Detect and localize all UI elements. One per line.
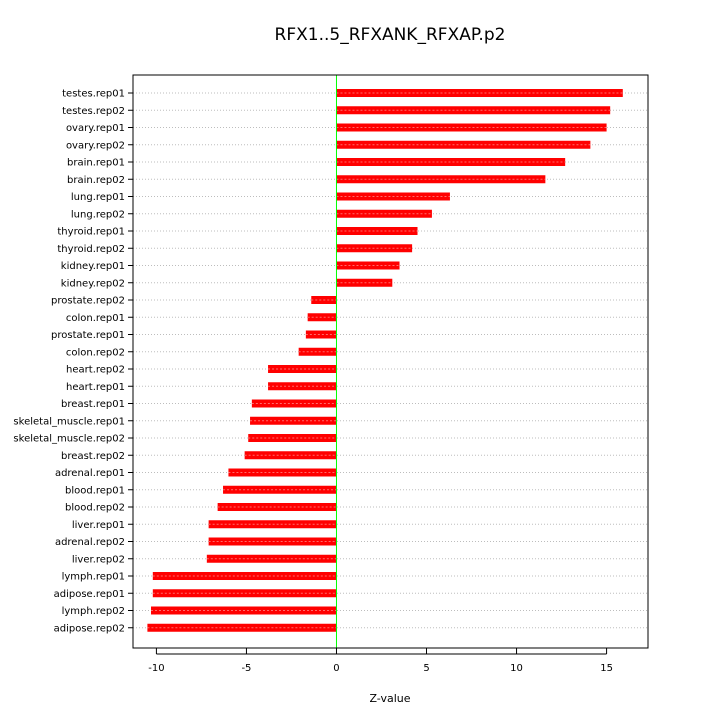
bar-adrenal.rep01 [228, 468, 337, 477]
bar-colon.rep01 [307, 313, 337, 322]
category-label: lymph.rep02 [62, 606, 125, 617]
category-label: thyroid.rep02 [57, 244, 125, 255]
category-label: ovary.rep02 [66, 140, 125, 151]
bar-adipose.rep01 [152, 589, 337, 598]
bar-brain.rep01 [336, 158, 566, 166]
x-axis-title: Z-value [369, 692, 410, 705]
category-label: brain.rep02 [67, 175, 125, 186]
bar-testes.rep01 [336, 89, 623, 97]
category-label: liver.rep01 [72, 520, 125, 531]
bar-kidney.rep01 [336, 261, 400, 270]
category-label: breast.rep02 [61, 451, 125, 462]
x-tick-label: 5 [423, 663, 429, 674]
category-label: lymph.rep01 [62, 572, 125, 583]
category-label: ovary.rep01 [66, 123, 125, 134]
category-label: colon.rep02 [66, 347, 125, 358]
category-label: adipose.rep01 [54, 589, 125, 600]
x-tick-label: 15 [600, 663, 613, 674]
category-label: blood.rep02 [65, 503, 125, 514]
x-axis: -10 -5 0 5 10 15 [148, 648, 613, 674]
category-label: lung.rep02 [71, 209, 125, 220]
category-label: adipose.rep02 [54, 623, 125, 634]
bar-prostate.rep01 [305, 330, 337, 339]
x-tick-label: -5 [241, 663, 251, 674]
category-label: prostate.rep01 [51, 330, 125, 341]
category-label: thyroid.rep01 [57, 227, 125, 238]
category-label: skeletal_muscle.rep02 [13, 434, 125, 445]
category-label: heart.rep02 [66, 365, 125, 376]
plot-frame [132, 74, 649, 649]
bar-lymph.rep01 [152, 572, 337, 580]
category-label: heart.rep01 [66, 382, 125, 393]
category-label: prostate.rep02 [51, 296, 125, 307]
category-label: adrenal.rep02 [55, 537, 125, 548]
category-label: kidney.rep02 [61, 278, 125, 289]
category-label: skeletal_muscle.rep01 [13, 416, 125, 427]
bar-heart.rep01 [268, 382, 337, 391]
category-label: testes.rep02 [62, 106, 125, 117]
x-tick-label: 0 [333, 663, 339, 674]
x-tick-label: -10 [148, 663, 164, 674]
bar-lung.rep02 [336, 209, 432, 218]
bar-adipose.rep02 [147, 623, 337, 632]
bar-kidney.rep02 [336, 278, 393, 287]
bar-colon.rep02 [298, 347, 337, 356]
x-tick-label: 10 [510, 663, 523, 674]
category-label: adrenal.rep01 [55, 468, 125, 479]
bar-ovary.rep01 [336, 123, 607, 132]
category-label: kidney.rep01 [61, 261, 125, 272]
bar-liver.rep01 [208, 520, 337, 529]
category-label: testes.rep01 [62, 89, 125, 100]
bar-adrenal.rep02 [208, 537, 337, 546]
chart-title: RFX1..5_RFXANK_RFXAP.p2 [275, 25, 506, 45]
category-label: colon.rep01 [66, 313, 125, 324]
bar-skeletal_muscle.rep01 [250, 416, 337, 425]
grid-lines [133, 92, 648, 629]
bar-breast.rep01 [251, 399, 337, 408]
category-label: blood.rep01 [65, 485, 125, 496]
category-label: liver.rep02 [72, 554, 125, 565]
category-label: brain.rep01 [67, 158, 125, 169]
bars [147, 89, 623, 632]
category-label: breast.rep01 [61, 399, 125, 410]
bar-blood.rep02 [217, 503, 337, 511]
bar-heart.rep02 [268, 365, 337, 373]
bar-ovary.rep02 [336, 140, 591, 149]
category-axis: testes.rep01 testes.rep02 ovary.rep01 ovary… [13, 89, 133, 634]
category-label: lung.rep01 [71, 192, 125, 203]
